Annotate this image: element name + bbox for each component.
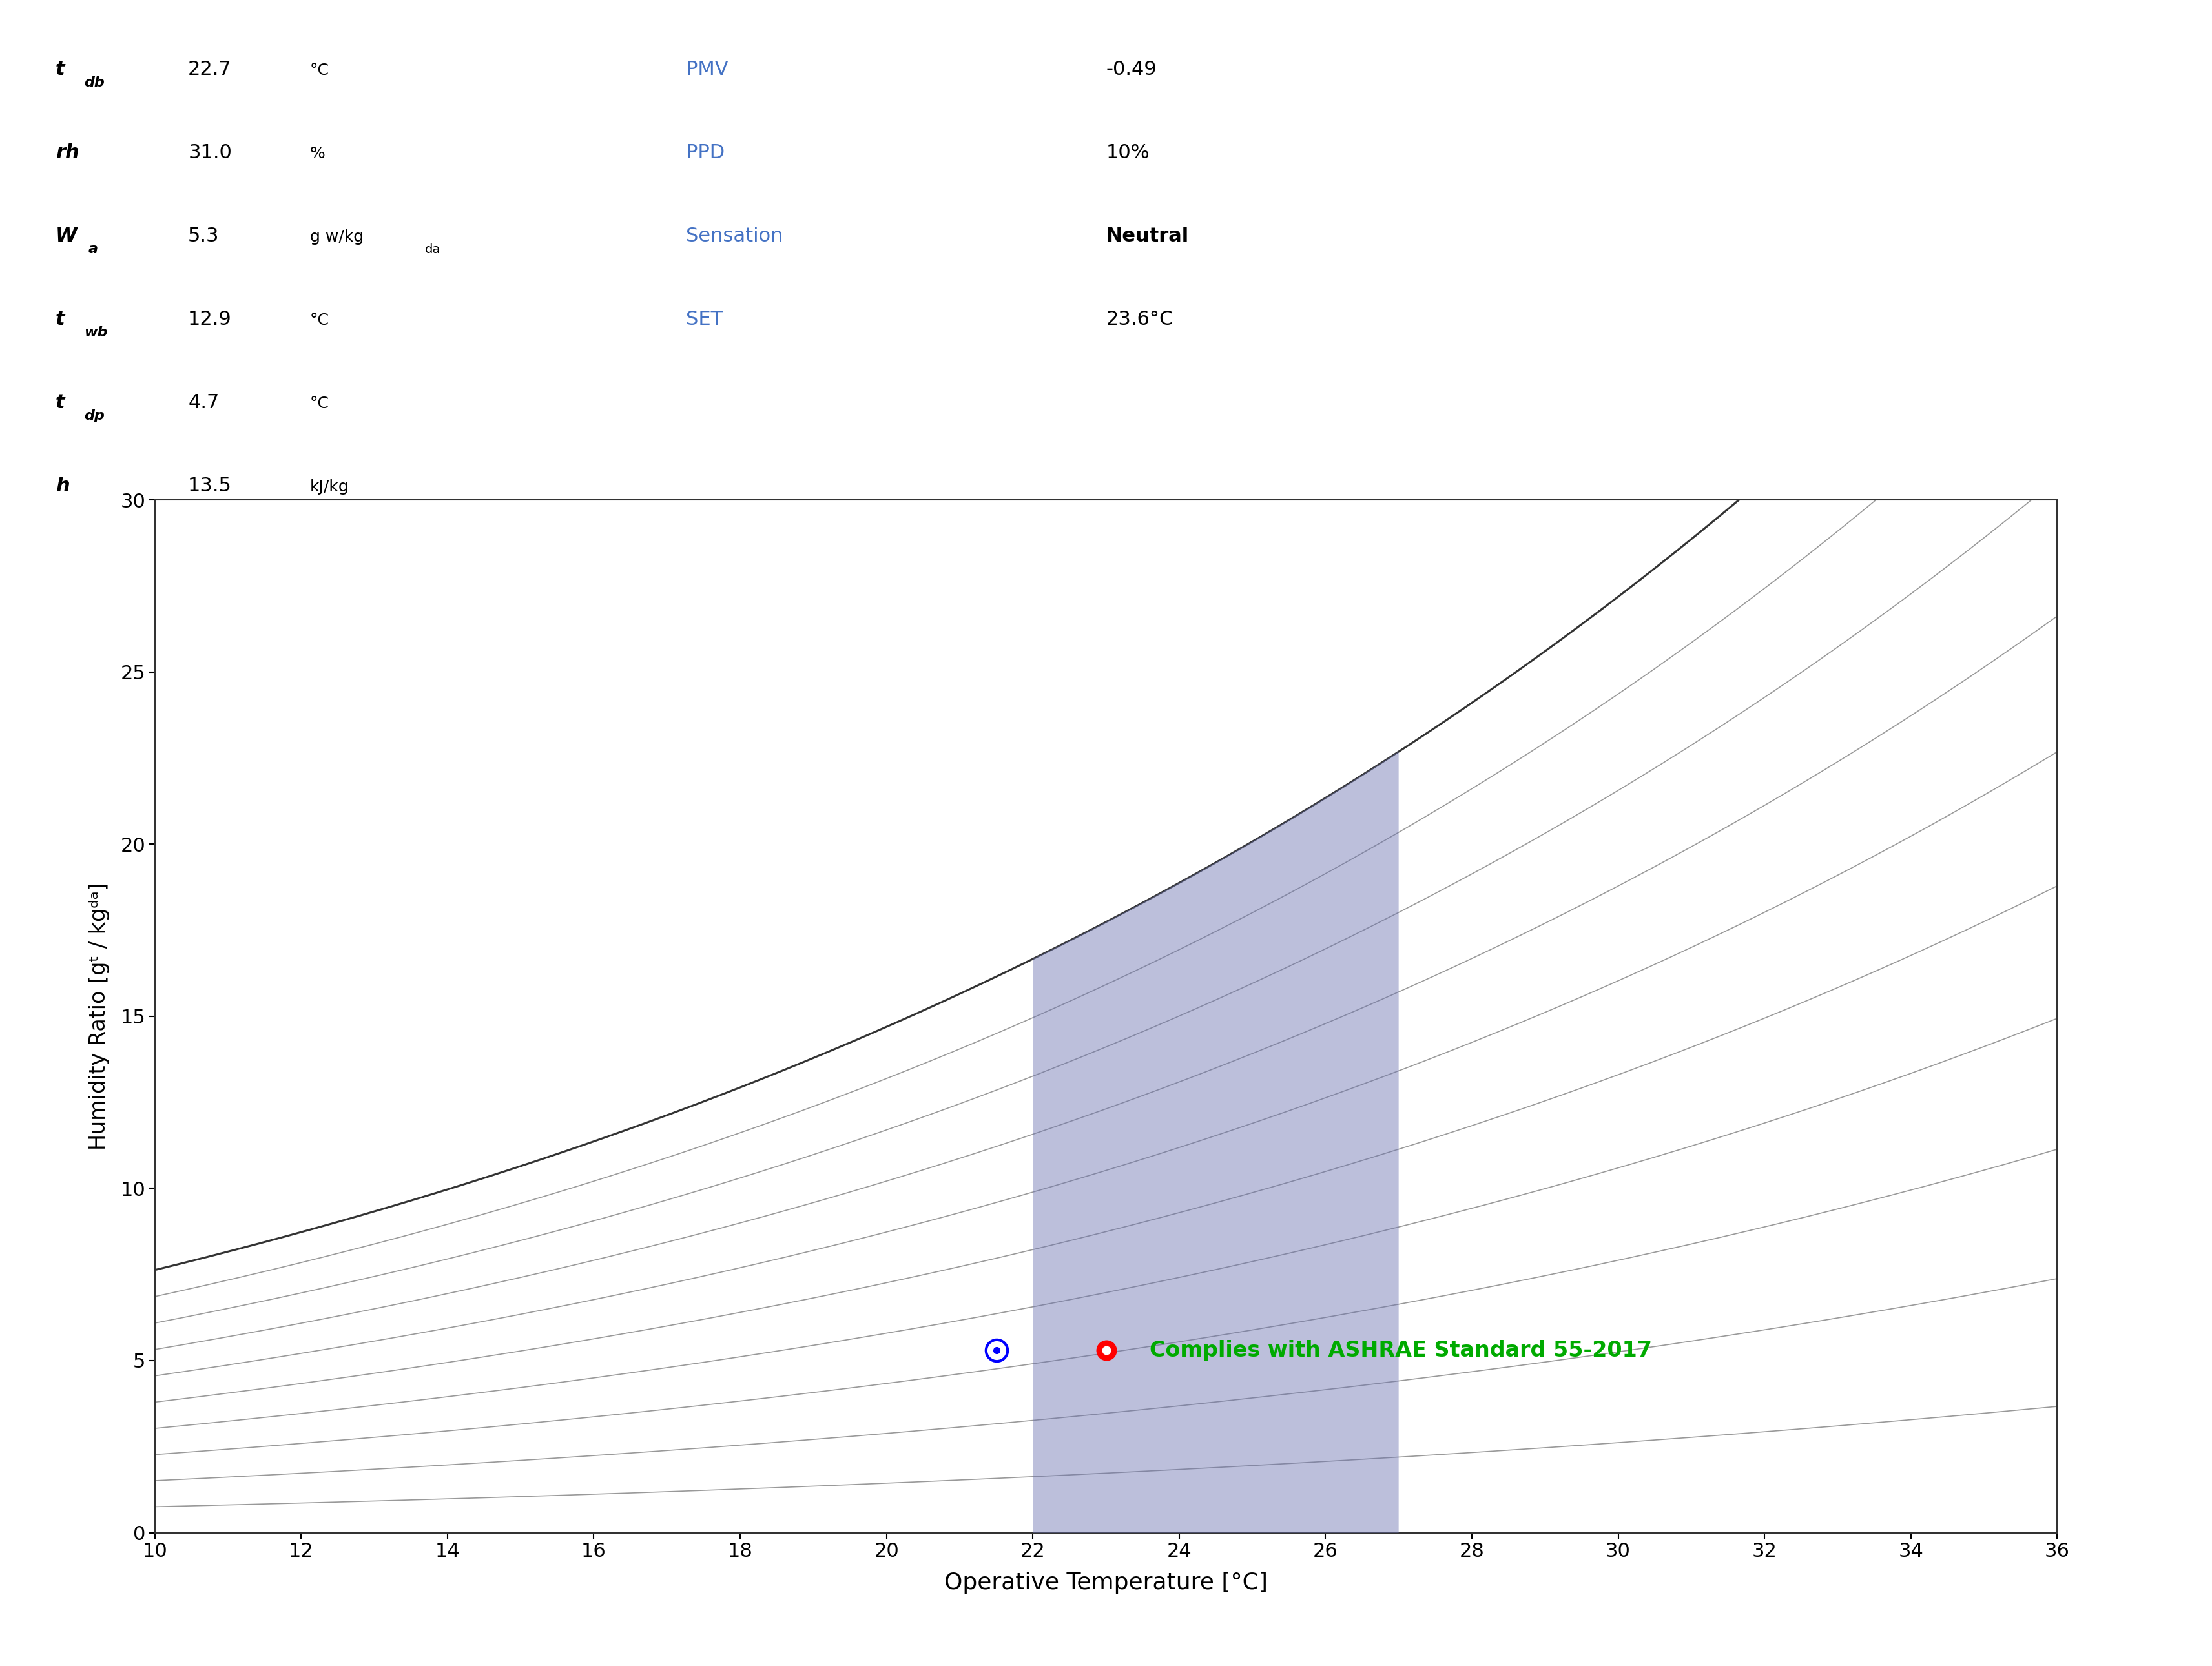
Text: a: a — [88, 243, 97, 257]
Text: g w/kg: g w/kg — [310, 230, 363, 245]
Text: 10%: 10% — [1106, 143, 1150, 162]
Text: Sensation: Sensation — [686, 227, 783, 245]
Text: 31.0: 31.0 — [188, 143, 232, 162]
Text: 13.5: 13.5 — [188, 476, 232, 495]
Text: 23.6°C: 23.6°C — [1106, 310, 1172, 328]
Text: t: t — [55, 310, 64, 328]
Text: t: t — [55, 60, 64, 78]
Text: °C: °C — [310, 63, 330, 78]
Text: %: % — [310, 147, 325, 162]
Text: 5.3: 5.3 — [188, 227, 219, 245]
Text: t: t — [55, 393, 64, 412]
Text: W: W — [55, 227, 77, 245]
Y-axis label: Humidity Ratio [gᵗ / kgᵈᵃ]: Humidity Ratio [gᵗ / kgᵈᵃ] — [88, 883, 111, 1150]
Text: PPD: PPD — [686, 143, 726, 162]
Text: Neutral: Neutral — [1106, 227, 1188, 245]
Text: wb: wb — [84, 327, 108, 340]
Text: dp: dp — [84, 410, 104, 423]
Text: °C: °C — [310, 397, 330, 412]
Text: rh: rh — [55, 143, 80, 162]
Text: 4.7: 4.7 — [188, 393, 219, 412]
Text: 12.9: 12.9 — [188, 310, 232, 328]
Text: db: db — [84, 77, 104, 90]
Text: -0.49: -0.49 — [1106, 60, 1157, 78]
Polygon shape — [1033, 751, 1398, 1636]
Text: PMV: PMV — [686, 60, 728, 78]
Text: h: h — [55, 476, 69, 495]
Text: °C: °C — [310, 313, 330, 328]
Text: SET: SET — [686, 310, 723, 328]
X-axis label: Operative Temperature [°C]: Operative Temperature [°C] — [945, 1571, 1267, 1594]
Text: kJ/kg: kJ/kg — [310, 480, 349, 495]
Text: da: da — [425, 243, 440, 257]
Text: 22.7: 22.7 — [188, 60, 232, 78]
Text: Complies with ASHRAE Standard 55-2017: Complies with ASHRAE Standard 55-2017 — [1150, 1339, 1652, 1361]
